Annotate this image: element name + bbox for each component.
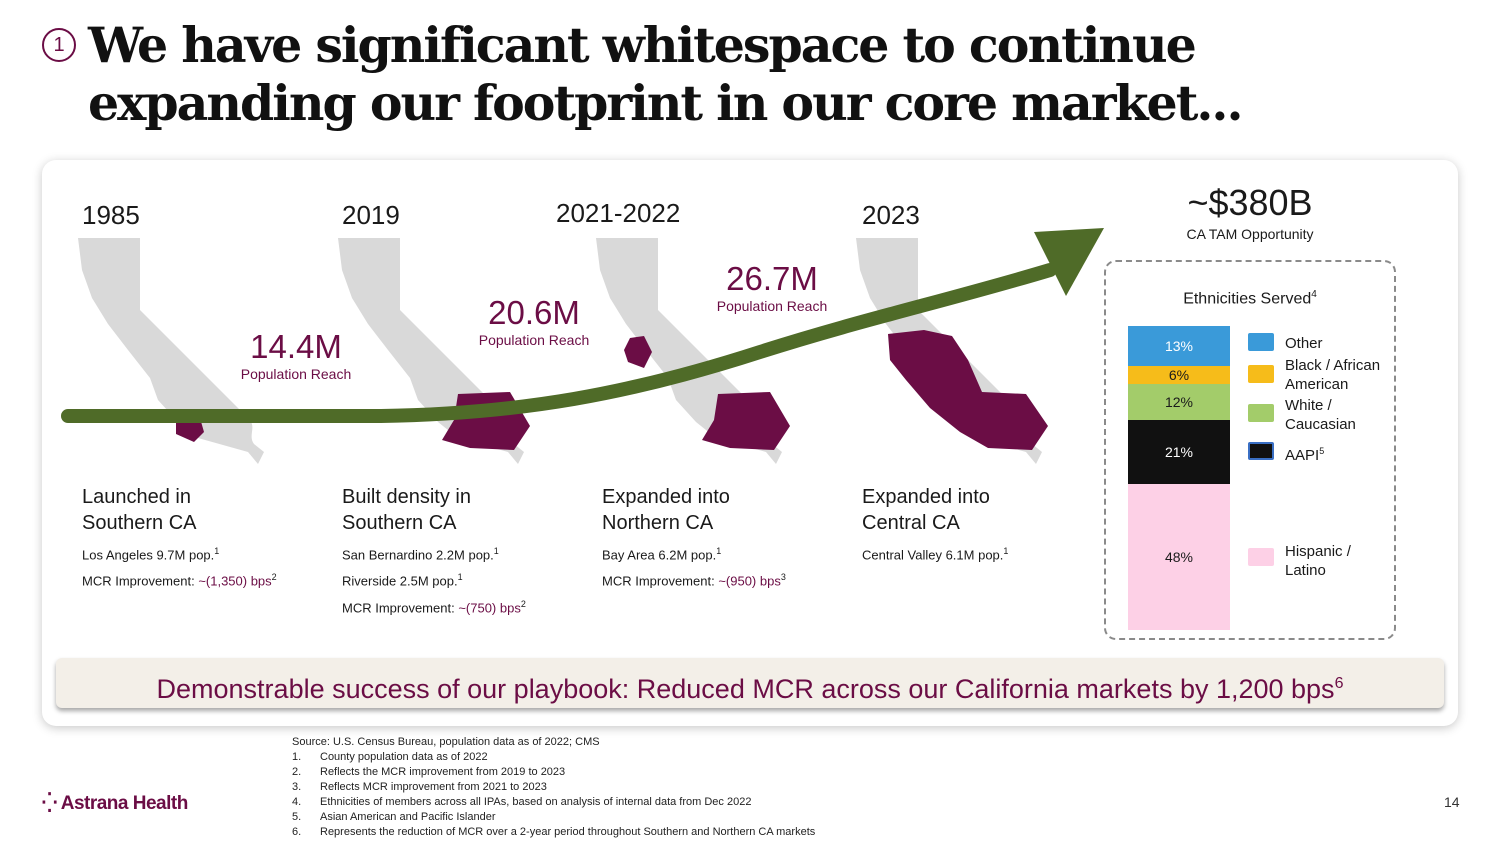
milestone-headline: Launched in: [82, 486, 191, 508]
population-reach-value: 14.4M: [250, 328, 342, 365]
region-central-and-southern-ca: [888, 330, 1048, 450]
region-los-angeles: [176, 418, 204, 442]
milestone-headline: Built density in: [342, 486, 471, 508]
milestone-2021-2022: Expanded into Northern CA Bay Area 6.2M …: [602, 484, 852, 593]
footnote: 3. Reflects MCR improvement from 2021 to …: [292, 781, 547, 793]
step-number-badge: 1: [42, 28, 76, 62]
legend-label-aapi: AAPI5: [1285, 446, 1325, 464]
population-reach-value: 26.7M: [726, 260, 818, 297]
milestone-detail: MCR Improvement: ~(750) bps2: [342, 598, 526, 615]
population-reach-callout: 26.7M Population Reach: [706, 260, 838, 314]
milestone-2023: Expanded into Central CA Central Valley …: [862, 484, 1092, 566]
source-note: Source: U.S. Census Bureau, population d…: [292, 736, 600, 748]
tam-label: CA TAM Opportunity: [1186, 226, 1314, 242]
company-logo: ⁛ Astrana Health: [42, 793, 188, 814]
bar-segment: 6%: [1128, 366, 1230, 384]
population-reach-label: Population Reach: [240, 366, 352, 382]
year-label: 2023: [862, 200, 920, 230]
bar-segment: 48%: [1128, 484, 1230, 630]
ethnicities-panel: [1104, 260, 1396, 640]
milestone-detail: MCR Improvement: ~(1,350) bps2: [82, 572, 277, 589]
milestone-headline: Expanded into: [602, 486, 730, 508]
california-map-2021-2022: [596, 238, 790, 464]
legend-swatch-aapi: [1248, 442, 1274, 460]
footnote: 1. County population data as of 2022: [292, 751, 488, 763]
tam-value: ~$380B: [1187, 182, 1313, 223]
milestone-2019: Built density in Southern CA San Bernard…: [342, 484, 592, 619]
summary-banner: Demonstrable success of our playbook: Re…: [56, 658, 1444, 708]
year-label: 2019: [342, 200, 400, 230]
legend-label-white-caucasian: White / Caucasian: [1285, 397, 1356, 433]
footnote: 2. Reflects the MCR improvement from 2019…: [292, 766, 566, 778]
population-reach-value: 20.6M: [488, 294, 580, 331]
footnote: 4. Ethnicities of members across all IPAs…: [292, 796, 752, 808]
legend-swatch-hispanic-latino: [1248, 548, 1274, 566]
milestone-detail: MCR Improvement: ~(950) bps3: [602, 572, 786, 589]
legend-swatch-other: [1248, 333, 1274, 351]
milestone-detail: San Bernardino 2.2M pop.1: [342, 546, 499, 563]
population-reach-label: Population Reach: [716, 298, 828, 314]
ethnicities-title: Ethnicities Served4: [1183, 289, 1317, 308]
legend-label-hispanic-latino: Hispanic / Latino: [1285, 543, 1351, 579]
milestone-headline: Southern CA: [82, 512, 197, 534]
milestone-detail: Los Angeles 9.7M pop.1: [82, 546, 220, 563]
population-reach-label: Population Reach: [478, 332, 590, 348]
page-number: 14: [1444, 794, 1460, 810]
legend-label-other: Other: [1285, 335, 1323, 352]
legend-swatch-black-african-american: [1248, 365, 1274, 383]
milestone-headline: Northern CA: [602, 512, 714, 534]
footnote: 6. Represents the reduction of MCR over a…: [292, 826, 816, 838]
bar-segment: 12%: [1128, 384, 1230, 420]
population-reach-callout: 20.6M Population Reach: [468, 294, 600, 348]
page-title: We have significant whitespace to contin…: [88, 16, 1244, 132]
logo-mark-icon: ⁛: [42, 793, 57, 814]
milestone-headline: Southern CA: [342, 512, 457, 534]
california-map-1985: [78, 238, 264, 464]
milestone-detail: Central Valley 6.1M pop.1: [862, 546, 1009, 563]
year-label: 1985: [82, 200, 140, 230]
year-label: 2021-2022: [556, 198, 681, 228]
milestone-1985: Launched in Southern CA Los Angeles 9.7M…: [82, 484, 332, 593]
legend-swatch-white-caucasian: [1248, 404, 1274, 422]
growth-arrow-line: [61, 263, 1057, 423]
bar-segment: 13%: [1128, 326, 1230, 366]
milestone-detail: Riverside 2.5M pop.1: [342, 572, 463, 589]
region-southern-ca: [702, 392, 790, 450]
milestone-headline: Expanded into: [862, 486, 990, 508]
california-map-2023: [856, 238, 1048, 464]
legend-label-black-african-american: Black / African American: [1285, 357, 1381, 393]
milestone-headline: Central CA: [862, 512, 960, 534]
milestone-detail: Bay Area 6.2M pop.1: [602, 546, 722, 563]
region-bay-area: [624, 336, 652, 368]
california-map-2019: [338, 238, 530, 464]
bar-segment: 21%: [1128, 420, 1230, 484]
footnote: 5. Asian American and Pacific Islander: [292, 811, 496, 823]
growth-arrow-head: [1034, 228, 1104, 296]
population-reach-callout: 14.4M Population Reach: [230, 328, 362, 382]
